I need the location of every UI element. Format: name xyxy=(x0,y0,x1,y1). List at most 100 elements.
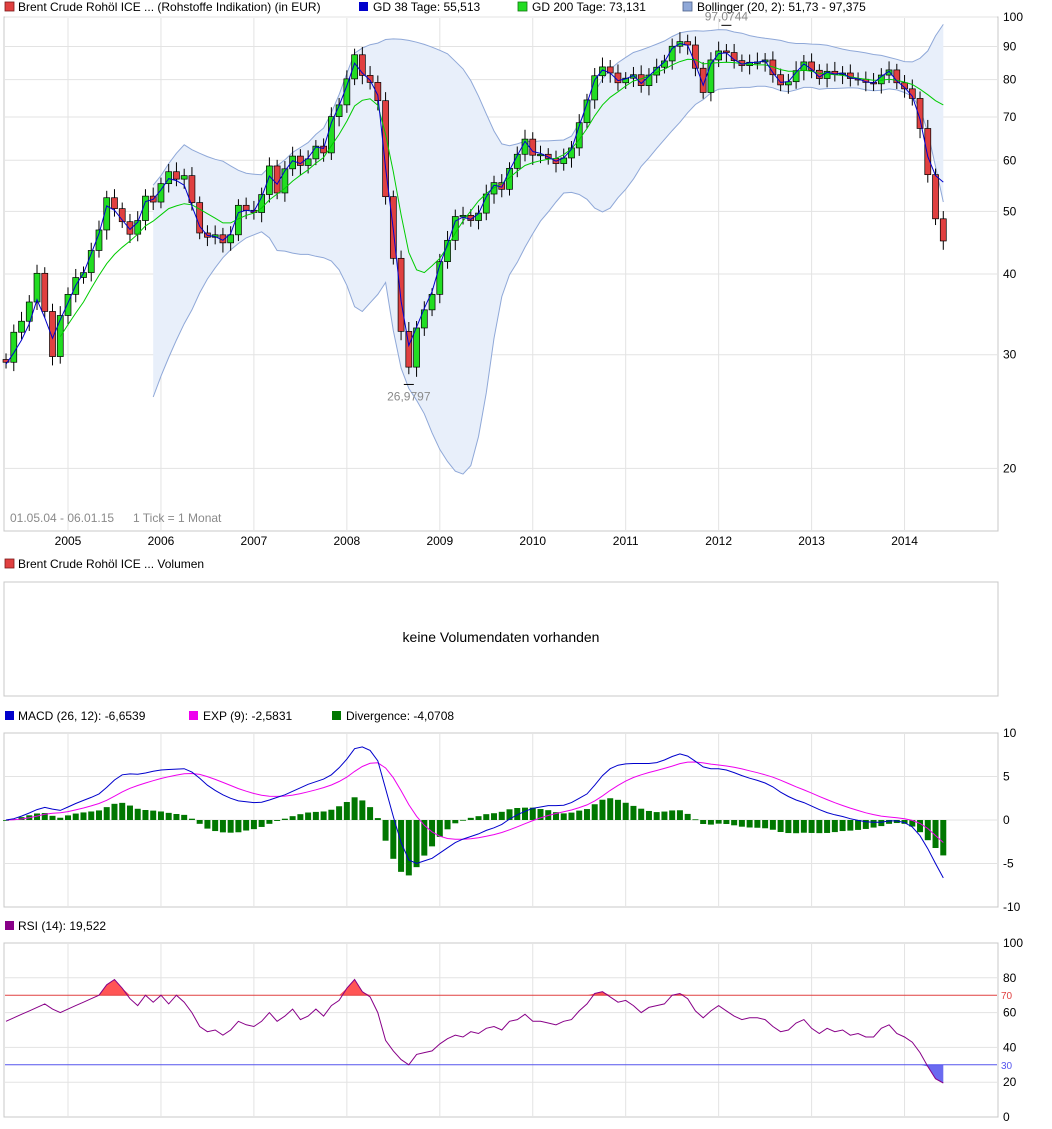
price-y-axis: 20 30 40 50 60 70 80 90 100 xyxy=(1003,10,1023,475)
divergence-bar xyxy=(196,820,203,824)
divergence-bar xyxy=(614,799,621,820)
candle-body xyxy=(901,82,908,90)
price-y-tick: 90 xyxy=(1003,40,1017,54)
divergence-bar xyxy=(491,813,498,820)
candle-body xyxy=(544,153,552,159)
divergence-bar xyxy=(57,817,64,820)
divergence-bar xyxy=(893,820,900,824)
candle-body xyxy=(932,174,939,220)
candle xyxy=(312,140,320,166)
candle xyxy=(428,288,436,317)
price-legend-label: Brent Crude Rohöl ICE ... (Rohstoffe Ind… xyxy=(18,0,321,14)
candle-body xyxy=(118,208,126,223)
divergence-bar xyxy=(653,812,660,820)
rsi-y-tick: 60 xyxy=(1003,1006,1017,1020)
divergence-bar xyxy=(351,797,358,820)
gd38-line xyxy=(5,42,944,365)
divergence-bar xyxy=(258,820,265,827)
divergence-bar xyxy=(622,802,629,820)
candle-body xyxy=(180,175,188,180)
divergence-bar xyxy=(227,820,234,833)
divergence-bar xyxy=(909,820,916,827)
divergence-bar xyxy=(669,810,676,820)
candle xyxy=(18,311,25,340)
candle-body xyxy=(467,215,475,221)
candle-body xyxy=(723,50,730,53)
divergence-bar xyxy=(738,820,745,827)
gd200-legend-label: GD 200 Tage: 73,131 xyxy=(532,0,646,14)
candle-body xyxy=(351,54,358,80)
divergence-bar xyxy=(661,811,668,820)
bollinger-legend-swatch xyxy=(682,1,693,12)
candle-body xyxy=(916,98,924,129)
divergence-bar xyxy=(243,820,250,831)
divergence-bar xyxy=(297,814,304,820)
candle xyxy=(707,52,715,102)
candle xyxy=(405,321,413,375)
candle xyxy=(33,264,41,310)
price-y-tick: 40 xyxy=(1003,267,1017,281)
candle xyxy=(196,196,204,240)
price-y-tick: 20 xyxy=(1003,461,1017,475)
divergence-bar xyxy=(785,820,792,834)
price-y-tick: 60 xyxy=(1003,153,1017,167)
rsi-y-axis: 0 20 40 60 80 100 70 30 xyxy=(1001,936,1023,1124)
candle-body xyxy=(428,294,436,311)
x-axis-labels: 2005 2006 2007 2008 2009 2010 2011 2012 2013 2014 xyxy=(55,534,919,548)
candle-body xyxy=(908,88,916,99)
divergence-bar xyxy=(777,820,784,833)
divergence-bar xyxy=(800,820,807,833)
candle xyxy=(343,70,351,113)
divergence-bar xyxy=(583,809,590,820)
candle-body xyxy=(420,309,428,329)
divergence-bar xyxy=(188,818,195,820)
divergence-bar xyxy=(343,801,350,820)
price-y-tick: 50 xyxy=(1003,204,1017,218)
divergence-bar xyxy=(816,820,823,834)
divergence-bar xyxy=(630,805,637,820)
rsi-legend-swatch xyxy=(5,921,14,930)
candle-body xyxy=(281,168,289,194)
candle-body xyxy=(266,165,273,195)
exp-line xyxy=(5,761,944,843)
volume-panel-frame xyxy=(3,581,999,697)
candle-body xyxy=(808,61,815,71)
candle-body xyxy=(885,69,893,76)
x-tick-label: 2009 xyxy=(426,534,453,548)
candle-body xyxy=(289,155,296,170)
candle xyxy=(397,250,405,341)
macd-y-tick: 5 xyxy=(1003,770,1010,784)
macd-y-tick: -10 xyxy=(1003,900,1021,914)
divergence-bar xyxy=(924,820,931,841)
candle-body xyxy=(343,78,351,106)
candle xyxy=(188,167,196,211)
divergence-bar xyxy=(398,820,405,872)
candle-body xyxy=(10,331,18,363)
divergence-bar xyxy=(529,807,536,820)
candle-body xyxy=(939,218,947,242)
divergence-bar xyxy=(886,820,893,824)
divergence-bar xyxy=(157,811,164,820)
divergence-bar xyxy=(219,820,226,833)
candle-body xyxy=(103,197,111,231)
candle xyxy=(2,353,10,369)
divergence-bar xyxy=(305,812,312,820)
divergence-bar xyxy=(320,811,327,820)
divergence-bar xyxy=(266,820,273,824)
rsi-series-line xyxy=(5,978,944,1084)
candle-body xyxy=(111,197,118,209)
divergence-bar xyxy=(289,816,296,820)
volume-legend: Brent Crude Rohöl ICE ... Volumen xyxy=(4,557,204,571)
price-legend: Brent Crude Rohöl ICE ... (Rohstoffe Ind… xyxy=(4,0,866,14)
divergence-bar xyxy=(522,807,529,820)
candle xyxy=(924,119,932,183)
x-tick-label: 2010 xyxy=(519,534,546,548)
divergence-bar xyxy=(568,812,575,820)
divergence-bar xyxy=(839,820,846,832)
candle-body xyxy=(320,145,327,154)
price-y-tick: 30 xyxy=(1003,348,1017,362)
price-legend-swatch xyxy=(4,1,15,12)
divergence-bar xyxy=(134,808,141,820)
divergence-bar xyxy=(793,820,800,834)
